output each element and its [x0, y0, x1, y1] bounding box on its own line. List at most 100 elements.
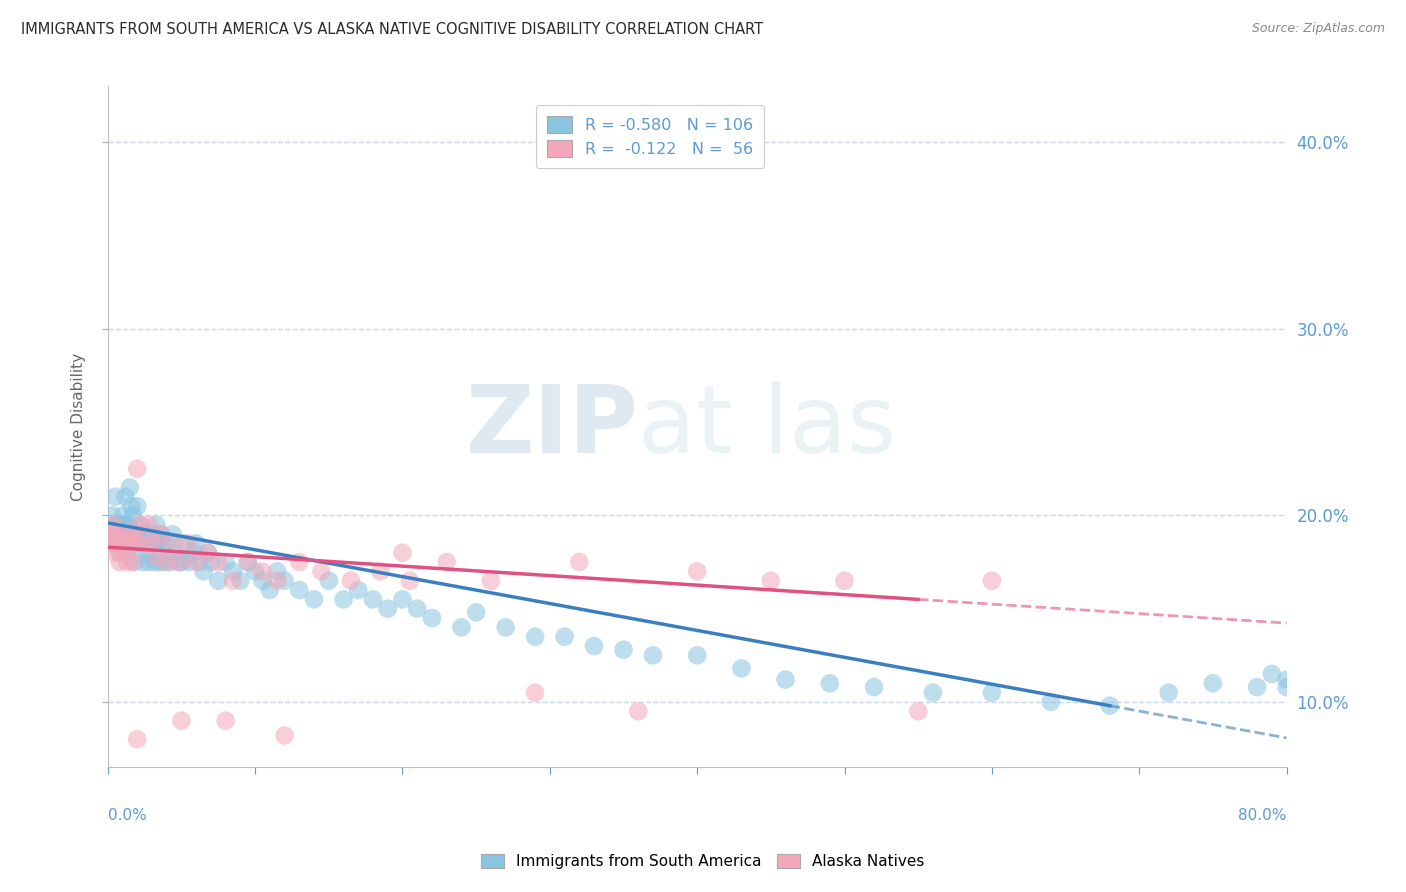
Point — [273, 729, 295, 743]
Point — [129, 517, 152, 532]
Point — [104, 490, 127, 504]
Point — [1275, 680, 1298, 694]
Point — [111, 546, 134, 560]
Text: 80.0%: 80.0% — [1239, 808, 1286, 823]
Point — [406, 601, 429, 615]
Point — [222, 574, 245, 588]
Point — [124, 555, 146, 569]
Point — [115, 546, 138, 560]
Point — [135, 536, 157, 550]
Point — [236, 555, 259, 569]
Point — [207, 574, 229, 588]
Point — [1275, 673, 1298, 687]
Point — [1157, 686, 1180, 700]
Point — [1098, 698, 1121, 713]
Point — [170, 714, 193, 728]
Point — [143, 555, 166, 569]
Point — [340, 574, 363, 588]
Point — [156, 536, 179, 550]
Point — [167, 555, 190, 569]
Point — [100, 536, 122, 550]
Point — [361, 592, 384, 607]
Point — [236, 555, 259, 569]
Point — [398, 574, 420, 588]
Point — [149, 527, 172, 541]
Point — [391, 592, 413, 607]
Point — [186, 536, 208, 550]
Point — [117, 527, 139, 541]
Point — [108, 546, 131, 560]
Point — [759, 574, 782, 588]
Point — [1039, 695, 1062, 709]
Point — [114, 490, 136, 504]
Point — [141, 536, 163, 550]
Point — [145, 517, 167, 532]
Point — [197, 546, 219, 560]
Point — [627, 704, 650, 718]
Point — [834, 574, 856, 588]
Point — [156, 555, 179, 569]
Point — [148, 555, 170, 569]
Point — [149, 527, 172, 541]
Point — [420, 611, 443, 625]
Point — [207, 555, 229, 569]
Point — [107, 517, 129, 532]
Point — [145, 549, 167, 564]
Point — [138, 517, 160, 532]
Point — [266, 565, 288, 579]
Point — [128, 536, 150, 550]
Point — [111, 527, 134, 541]
Point — [121, 536, 143, 550]
Legend: Immigrants from South America, Alaska Natives: Immigrants from South America, Alaska Na… — [475, 847, 931, 875]
Point — [197, 546, 219, 560]
Point — [110, 536, 132, 550]
Point — [288, 555, 311, 569]
Point — [229, 574, 252, 588]
Point — [124, 527, 146, 541]
Point — [214, 555, 236, 569]
Point — [125, 536, 148, 550]
Point — [465, 606, 488, 620]
Point — [138, 555, 160, 569]
Point — [132, 555, 155, 569]
Point — [124, 527, 146, 541]
Point — [288, 582, 311, 597]
Text: Source: ZipAtlas.com: Source: ZipAtlas.com — [1251, 22, 1385, 36]
Point — [120, 527, 142, 541]
Point — [112, 527, 135, 541]
Point — [120, 499, 142, 513]
Point — [222, 565, 245, 579]
Point — [117, 536, 139, 550]
Point — [568, 555, 591, 569]
Point — [818, 676, 841, 690]
Point — [980, 574, 1002, 588]
Text: 0.0%: 0.0% — [108, 808, 146, 823]
Point — [105, 527, 128, 541]
Point — [686, 565, 709, 579]
Point — [159, 555, 181, 569]
Point — [479, 574, 502, 588]
Point — [118, 527, 141, 541]
Point — [162, 536, 184, 550]
Point — [370, 565, 392, 579]
Point — [200, 555, 222, 569]
Point — [114, 536, 136, 550]
Point — [112, 517, 135, 532]
Point — [121, 508, 143, 523]
Point — [125, 536, 148, 550]
Point — [252, 574, 274, 588]
Legend: R = -0.580   N = 106, R =  -0.122   N =  56: R = -0.580 N = 106, R = -0.122 N = 56 — [536, 104, 765, 168]
Text: ZIP: ZIP — [465, 381, 638, 473]
Point — [318, 574, 340, 588]
Point — [612, 642, 634, 657]
Point — [110, 517, 132, 532]
Point — [142, 536, 165, 550]
Point — [150, 536, 173, 550]
Point — [302, 592, 325, 607]
Point — [259, 582, 281, 597]
Point — [495, 620, 517, 634]
Point — [243, 565, 266, 579]
Point — [332, 592, 354, 607]
Point — [100, 517, 122, 532]
Point — [524, 630, 547, 644]
